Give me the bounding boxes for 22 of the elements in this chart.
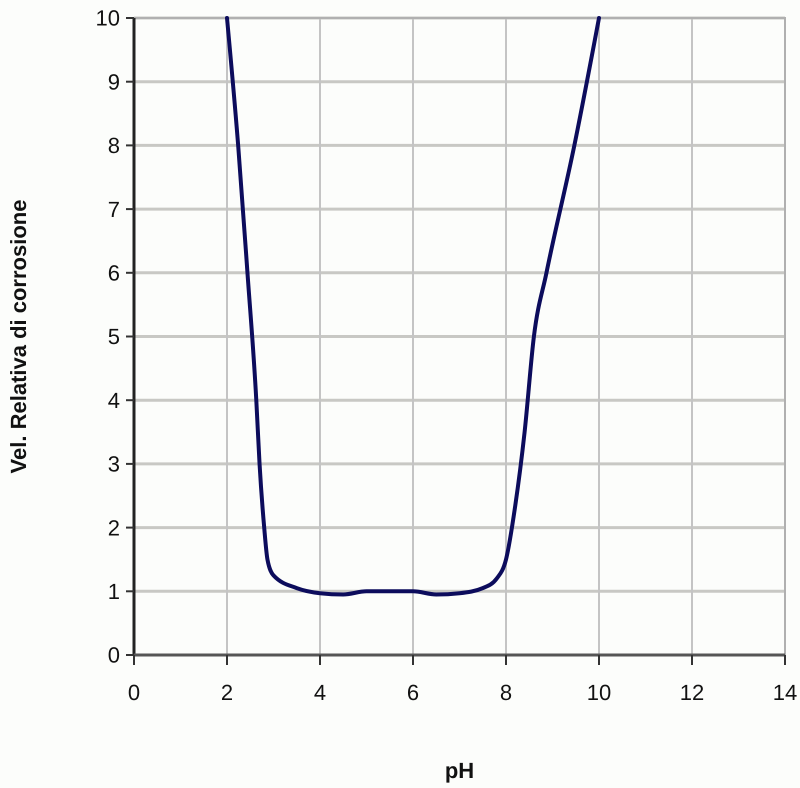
x-tick-label: 4 xyxy=(314,680,326,705)
y-tick-label: 10 xyxy=(96,6,120,31)
x-tick-label: 12 xyxy=(680,680,704,705)
y-tick-label: 0 xyxy=(108,642,120,668)
y-tick-label: 8 xyxy=(108,133,120,158)
line-series xyxy=(225,16,601,596)
y-tick-label: 4 xyxy=(108,388,120,413)
y-tick-label: 7 xyxy=(108,196,120,222)
y-tick-label: 6 xyxy=(108,260,120,286)
y-tick-label: 9 xyxy=(108,69,120,94)
y-tick-label: 2 xyxy=(108,515,120,540)
y-tick-label: 1 xyxy=(108,579,120,604)
x-tick-label: 10 xyxy=(586,680,612,705)
x-tick-label: 6 xyxy=(406,680,420,705)
y-axis-title: Vel. Relativa di corrosione xyxy=(6,200,31,474)
x-tick-label: 2 xyxy=(220,680,234,705)
y-tick-label: 3 xyxy=(108,452,120,477)
x-tick-label: 14 xyxy=(772,680,798,705)
x-tick-label: 0 xyxy=(128,680,140,705)
x-axis-title: pH xyxy=(444,758,474,783)
x-tick-label: 8 xyxy=(500,680,512,705)
y-tick-label: 5 xyxy=(108,324,120,350)
